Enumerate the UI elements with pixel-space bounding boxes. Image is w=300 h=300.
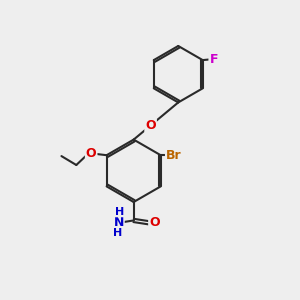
Text: O: O xyxy=(86,147,97,160)
Text: Br: Br xyxy=(166,149,182,162)
Text: F: F xyxy=(209,53,218,66)
Text: O: O xyxy=(149,216,160,229)
Text: H: H xyxy=(113,228,122,238)
Text: H: H xyxy=(116,207,124,217)
Text: N: N xyxy=(114,216,124,229)
Text: O: O xyxy=(145,119,156,132)
